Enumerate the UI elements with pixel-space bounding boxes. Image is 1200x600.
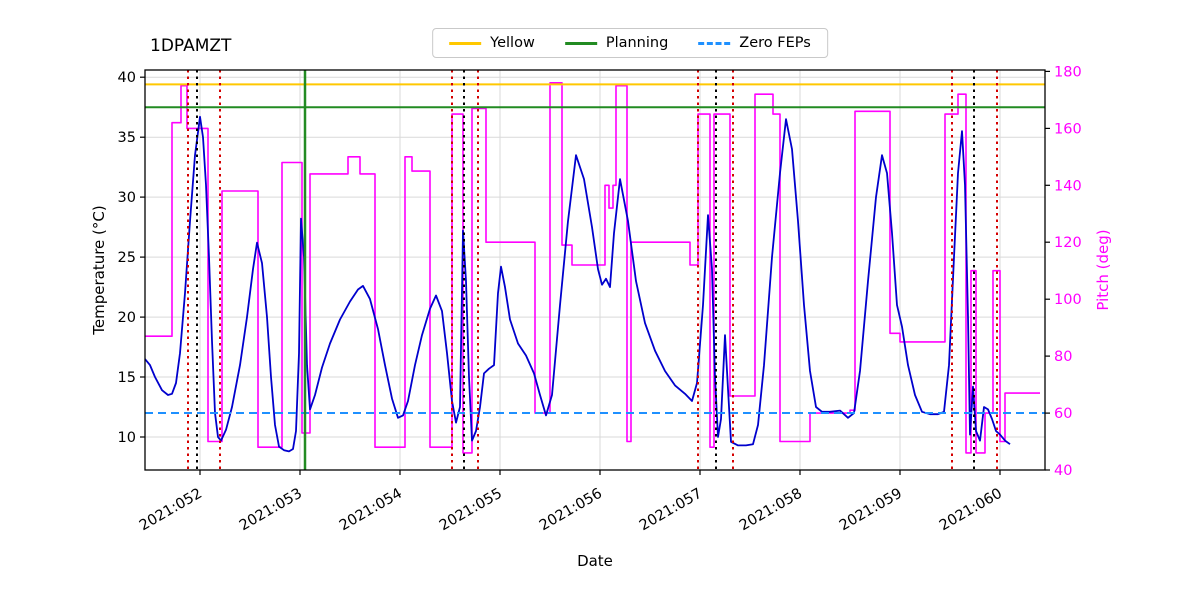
y-left-tick-label: 25	[118, 250, 136, 266]
x-tick-label: 2021:056	[537, 486, 605, 535]
y-left-tick-label: 10	[118, 430, 136, 446]
x-tick-label: 2021:060	[937, 486, 1005, 535]
y-axis-label-left: Temperature (°C)	[90, 205, 108, 335]
y-right-tick-label: 140	[1054, 178, 1082, 194]
y-left-tick-label: 40	[118, 70, 136, 86]
y-right-tick-label: 40	[1054, 463, 1072, 479]
y-left-tick-label: 30	[118, 190, 136, 206]
legend-label: Yellow	[490, 35, 535, 51]
legend-label: Zero FEPs	[739, 35, 811, 51]
y-right-tick-label: 160	[1054, 121, 1082, 137]
y-axis-label-right: Pitch (deg)	[1094, 229, 1112, 311]
y-right-tick-label: 180	[1054, 64, 1082, 80]
y-left-tick-label: 15	[118, 370, 136, 386]
y-right-tick-label: 80	[1054, 349, 1072, 365]
y-right-tick-label: 100	[1054, 292, 1082, 308]
axes-spines	[144, 69, 1046, 471]
legend-item-zero-feps: Zero FEPs	[698, 35, 811, 51]
legend-line-sample	[698, 41, 731, 45]
x-tick-label: 2021:058	[737, 486, 805, 535]
legend-line-sample	[449, 41, 482, 45]
legend-label: Planning	[605, 35, 669, 51]
y-left-tick-label: 20	[118, 310, 136, 326]
x-tick-label: 2021:059	[837, 486, 905, 535]
legend: Yellow Planning Zero FEPs	[432, 28, 828, 58]
x-tick-label: 2021:054	[337, 486, 405, 535]
legend-item-yellow: Yellow	[449, 35, 535, 51]
legend-item-planning: Planning	[564, 35, 669, 51]
y-right-tick-label: 120	[1054, 235, 1082, 251]
legend-line-sample	[564, 41, 597, 45]
x-tick-label: 2021:057	[637, 486, 705, 535]
temperature-series	[144, 115, 1011, 453]
y-right-tick-label: 60	[1054, 406, 1072, 422]
x-axis-label: Date	[577, 552, 613, 570]
x-tick-label: 2021:053	[237, 486, 305, 535]
x-tick-label: 2021:055	[437, 486, 505, 535]
pitch-series	[145, 82, 1040, 454]
x-tick-label: 2021:052	[137, 486, 205, 535]
chart-title: 1DPAMZT	[150, 36, 232, 56]
y-left-tick-label: 35	[118, 130, 136, 146]
